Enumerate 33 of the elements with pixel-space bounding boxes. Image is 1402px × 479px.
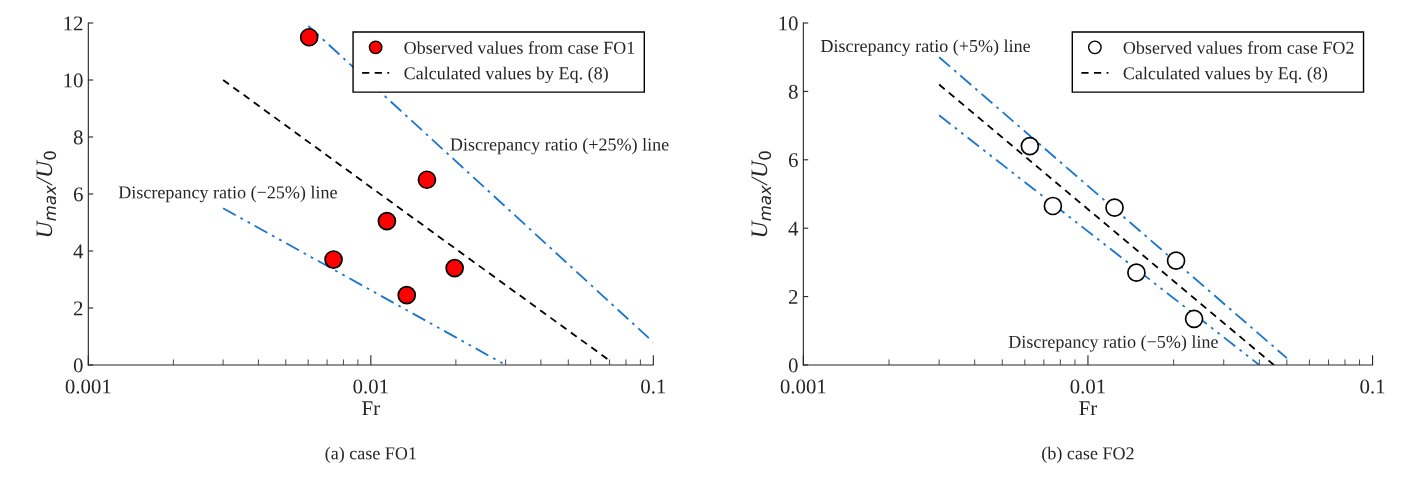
x-tick-label: 0.01	[353, 379, 388, 394]
text: (b) case FO2	[1042, 446, 1134, 464]
x-tick-label: 0.001	[780, 379, 826, 394]
y-axis-title: U$_{max}$/U$_{0}$	[36, 151, 57, 237]
y-tick-label: 2	[73, 301, 83, 316]
annotation: Discrepancy ratio (+5%) line	[820, 39, 1031, 56]
y-tick-label: 12	[64, 16, 83, 31]
text: (a) case FO1	[325, 446, 416, 464]
annotation: Discrepancy ratio (−5%) line	[1008, 335, 1218, 352]
y-tick-label: 10	[779, 16, 798, 31]
annotation: Discrepancy ratio (−25%) line	[118, 185, 337, 203]
y-tick-label: 8	[73, 130, 83, 145]
y-tick-label: 0	[73, 358, 83, 373]
legend-label: Observed values from case FO1	[404, 40, 635, 54]
y-tick-label: 0	[788, 358, 798, 373]
x-axis-title: Fr	[362, 401, 380, 416]
y-tick-label: 6	[788, 153, 798, 168]
y-tick-label: 4	[73, 244, 84, 259]
legend-label: Calculated values by Eq. (8)	[1123, 66, 1328, 84]
y-tick-label: 2	[788, 290, 798, 304]
y-tick-label: 6	[73, 187, 83, 202]
y-axis-title: U$_{max}$/U$_{0}$	[751, 151, 772, 237]
y-tick-label: 8	[788, 84, 798, 99]
x-tick-label: 0.1	[1360, 379, 1385, 394]
legend-label: Observed values from case FO2	[1123, 40, 1354, 54]
y-tick-label: 4	[788, 221, 799, 236]
y-tick-label: 10	[64, 73, 83, 88]
annotation: Discrepancy ratio (+25%) line	[450, 137, 669, 155]
legend-label: Calculated values by Eq. (8)	[404, 66, 608, 84]
x-axis-title: Fr	[1079, 401, 1098, 416]
x-tick-label: 0.001	[65, 379, 111, 394]
x-tick-label: 0.1	[641, 379, 666, 394]
x-tick-label: 0.01	[1070, 379, 1105, 394]
